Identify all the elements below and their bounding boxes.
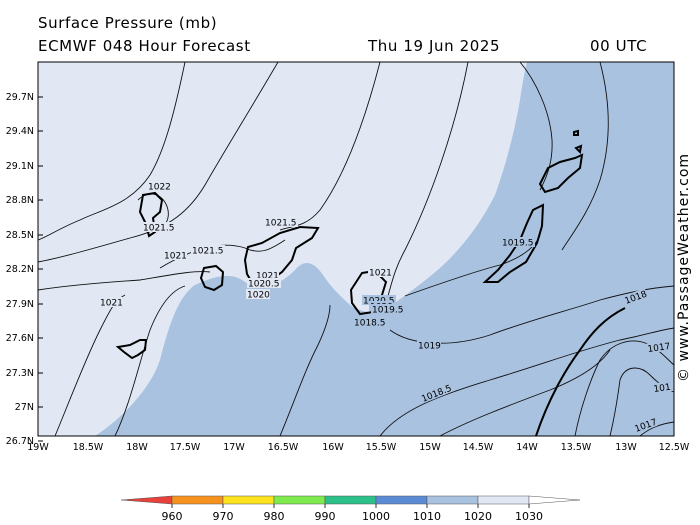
isobar-label: 1020.5 (248, 280, 280, 290)
isobar-label: 1018.5 (354, 319, 386, 329)
island-el-hierro (115, 339, 148, 360)
map-frame (37, 61, 675, 437)
lon-label: 15W (419, 442, 441, 453)
isobar-labels: 1022 1021.5 1021.5 1021.5 1021 1021 1021… (99, 181, 674, 435)
colorbar-segment (120, 495, 173, 505)
isobar-line (574, 340, 674, 436)
colorbar-segment (273, 495, 326, 505)
isobar-label: 1019.5 (502, 239, 534, 249)
island-la-graciosa (574, 144, 583, 155)
isobar-label: 1021.5 (265, 219, 297, 229)
colorbar-label: 1020 (464, 510, 492, 523)
colorbar-label: 990 (315, 510, 336, 523)
map-area: 1022 1021.5 1021.5 1021.5 1021 1021 1021… (38, 62, 674, 436)
isobar-label: 1017 (647, 342, 671, 355)
forecast-time-label: 00 UTC (590, 37, 648, 55)
lon-label: 13.5W (561, 442, 592, 453)
lon-label: 15.5W (366, 442, 397, 453)
lat-label: 28.5N (6, 230, 34, 241)
lon-label: 17W (223, 442, 245, 453)
colorbar-segment (171, 495, 224, 505)
isobar-line (639, 421, 674, 436)
lon-label: 18.5W (73, 442, 104, 453)
lat-labels: 29.7N 29.4N 29.1N 28.8N 28.5N 28.2N 27.9… (6, 92, 34, 447)
isobar-line (38, 62, 279, 263)
island-alegranza (573, 129, 579, 136)
isobar-label: 1019.5 (372, 306, 404, 316)
isobar-line (114, 285, 186, 436)
colorbar-label: 980 (264, 510, 285, 523)
colorbar-segment (324, 495, 377, 505)
map-title: Surface Pressure (mb) (38, 14, 218, 32)
colorbar-segment (528, 495, 581, 505)
colorbar-label: 960 (162, 510, 183, 523)
lon-label: 19W (27, 442, 49, 453)
lat-label: 27N (15, 402, 34, 413)
isobar-line (379, 327, 674, 436)
isobar-label: 1020 (247, 291, 270, 301)
lat-label: 27.9N (6, 299, 34, 310)
forecast-date-label: Thu 19 Jun 2025 (368, 37, 501, 55)
island-lanzarote (538, 153, 584, 194)
site-credit: © www.PassageWeather.com (676, 152, 692, 382)
isobar-line (387, 62, 469, 297)
lon-label: 18W (126, 442, 148, 453)
isobar-line (38, 62, 186, 241)
lon-label: 16W (322, 442, 344, 453)
forecast-model-label: ECMWF 048 Hour Forecast (38, 37, 251, 55)
isobar-line (561, 62, 609, 251)
colorbar-segment (375, 495, 428, 505)
isobar-label: 101 (653, 383, 671, 395)
isobar-label: 1021 (100, 299, 123, 309)
lon-labels: 19W 18.5W 18W 17.5W 17W 16.5W 16W 15.5W … (27, 442, 690, 453)
lon-label: 14.5W (463, 442, 494, 453)
lat-label: 27.6N (6, 333, 34, 344)
colorbar: 960 970 980 990 1000 1010 1020 1030 (120, 495, 581, 523)
lon-label: 12.5W (659, 442, 690, 453)
lon-label: 16.5W (268, 442, 299, 453)
colorbar-label: 970 (213, 510, 234, 523)
isobar-line (519, 62, 553, 191)
pressure-fill-low (95, 62, 674, 436)
isobar-label: 1021 (256, 272, 279, 282)
colorbar-segment (426, 495, 479, 505)
isobar-line (38, 271, 211, 291)
isobar-line (439, 349, 611, 436)
colorbar-label: 1010 (413, 510, 441, 523)
isobar-label: 1021.5 (192, 247, 224, 257)
lat-label: 26.7N (6, 436, 34, 447)
lat-label: 28.2N (6, 264, 34, 275)
colorbar-segment (222, 495, 275, 505)
isobar-label: 1019 (418, 342, 441, 352)
lat-label: 29.1N (6, 161, 34, 172)
lat-label: 27.3N (6, 368, 34, 379)
lat-label: 29.7N (6, 92, 34, 103)
lat-label: 29.4N (6, 126, 34, 137)
coastlines (115, 129, 584, 360)
isobar-label: 1021 (164, 252, 187, 262)
lat-ticks (38, 96, 43, 442)
colorbar-label: 1000 (362, 510, 390, 523)
isobar-line (279, 304, 331, 436)
colorbar-label: 1030 (515, 510, 543, 523)
island-tenerife (243, 225, 320, 288)
lon-label: 17.5W (170, 442, 201, 453)
isobar-1018-bold (535, 307, 626, 436)
colorbar-segment (477, 495, 530, 505)
island-la-gomera (199, 264, 225, 292)
isobar-label: 1022 (148, 183, 171, 193)
lat-label: 28.8N (6, 195, 34, 206)
isobar-label: 1021.5 (143, 224, 175, 234)
isobar-label: 1021 (369, 269, 392, 279)
lon-label: 14W (516, 442, 538, 453)
lon-label: 13W (615, 442, 637, 453)
